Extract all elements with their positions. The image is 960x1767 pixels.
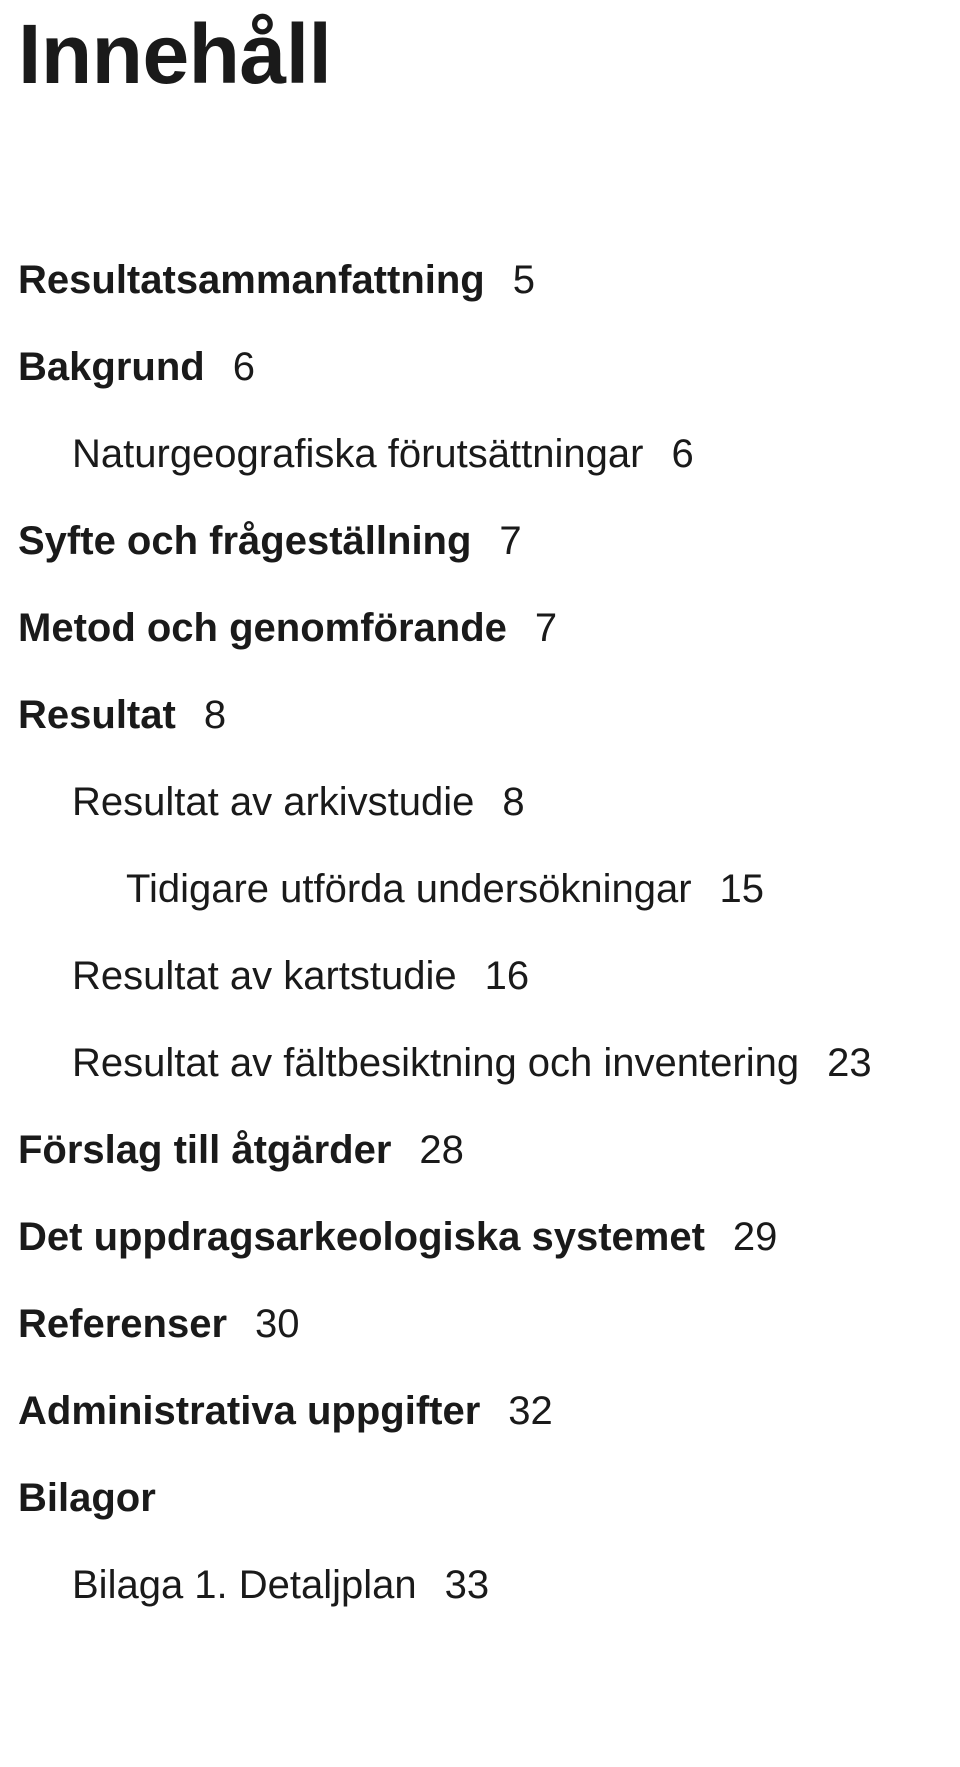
toc-label: Syfte och frågeställning [18,519,471,564]
toc-label: Tidigare utförda undersökningar [126,867,692,912]
toc-entry: Bakgrund 6 [18,345,942,390]
page-title: Innehåll [18,10,942,98]
toc-page-number: 7 [499,519,521,564]
toc-entry: Tidigare utförda undersökningar 15 [126,867,942,912]
toc-label: Metod och genomförande [18,606,507,651]
toc-page-number: 6 [671,432,693,477]
toc-label: Bilaga 1. Detaljplan [72,1563,417,1608]
toc-label: Resultat av fältbesiktning och inventeri… [72,1041,799,1086]
toc-entry: Referenser 30 [18,1302,942,1347]
table-of-contents: Resultatsammanfattning5Bakgrund6Naturgeo… [18,258,942,1608]
toc-entry: Resultat av fältbesiktning och inventeri… [72,1041,942,1086]
toc-label: Det uppdragsarkeologiska systemet [18,1215,705,1260]
toc-label: Bilagor [18,1476,156,1521]
toc-label: Förslag till åtgärder [18,1128,391,1173]
toc-entry: Bilaga 1. Detaljplan 33 [72,1563,942,1608]
toc-entry: Förslag till åtgärder 28 [18,1128,942,1173]
toc-label: Referenser [18,1302,227,1347]
toc-page-number: 8 [204,693,226,738]
toc-page-number: 30 [255,1302,300,1347]
toc-page-number: 32 [508,1389,553,1434]
toc-page-number: 23 [827,1041,872,1086]
toc-entry: Resultat av arkivstudie 8 [72,780,942,825]
toc-page-number: 33 [445,1563,490,1608]
toc-page-number: 15 [720,867,765,912]
toc-page-number: 6 [233,345,255,390]
toc-label: Resultat [18,693,176,738]
toc-page-number: 28 [419,1128,464,1173]
toc-label: Bakgrund [18,345,205,390]
toc-entry: Resultat av kartstudie 16 [72,954,942,999]
toc-entry: Metod och genomförande 7 [18,606,942,651]
toc-page-number: 7 [535,606,557,651]
toc-entry: Resultatsammanfattning 5 [18,258,942,303]
toc-label: Resultat av arkivstudie [72,780,474,825]
toc-label: Resultatsammanfattning [18,258,485,303]
toc-page-number: 5 [513,258,535,303]
toc-page-number: 8 [502,780,524,825]
toc-entry: Bilagor [18,1476,942,1521]
toc-label: Administrativa uppgifter [18,1389,480,1434]
toc-entry: Naturgeografiska förutsättningar 6 [72,432,942,477]
toc-label: Resultat av kartstudie [72,954,457,999]
toc-page-number: 16 [485,954,530,999]
toc-label: Naturgeografiska förutsättningar [72,432,643,477]
toc-entry: Resultat 8 [18,693,942,738]
toc-entry: Administrativa uppgifter 32 [18,1389,942,1434]
toc-entry: Syfte och frågeställning 7 [18,519,942,564]
toc-page-number: 29 [733,1215,778,1260]
toc-entry: Det uppdragsarkeologiska systemet 29 [18,1215,942,1260]
document-page: Innehåll Resultatsammanfattning 5 Bakgrund… [0,0,960,1767]
